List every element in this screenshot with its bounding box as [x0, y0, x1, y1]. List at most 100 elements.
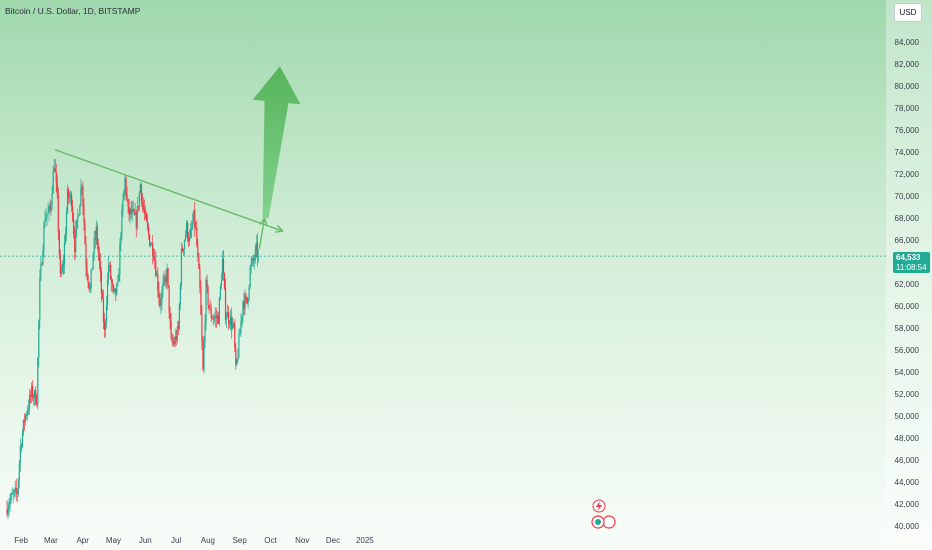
candle-body: [224, 288, 227, 320]
breakout-arrow[interactable]: [258, 217, 266, 249]
y-tick-label: 78,000: [895, 104, 920, 113]
x-tick-label: Apr: [76, 536, 89, 545]
candle-body: [248, 286, 250, 299]
projection-arrow[interactable]: [252, 66, 301, 219]
candle-body: [210, 309, 212, 318]
candle-body: [102, 298, 105, 323]
currency-button[interactable]: USD: [894, 3, 922, 22]
y-tick-label: 66,000: [895, 236, 920, 245]
candle-body: [123, 190, 125, 200]
candle-body: [141, 200, 144, 205]
candle-body: [125, 177, 127, 195]
candle-body: [62, 264, 65, 266]
candle-body: [172, 342, 174, 343]
candle-body: [17, 479, 19, 494]
last-price-value: 64,533: [896, 253, 921, 262]
candle-body: [120, 234, 122, 244]
candle-body: [217, 314, 219, 324]
candle-body: [122, 199, 124, 210]
candle-body: [121, 209, 123, 235]
candle-body: [205, 279, 207, 323]
y-tick-label: 70,000: [895, 192, 920, 201]
candle-body: [247, 298, 249, 304]
candle-body: [175, 336, 177, 341]
candle-body: [58, 231, 60, 256]
candle-body: [50, 203, 52, 211]
last-price-label: 64,533 11:08:54: [893, 252, 930, 273]
candle-body: [246, 296, 248, 304]
candle-body: [251, 258, 253, 264]
candle-body: [181, 248, 184, 252]
candle-body: [136, 206, 138, 228]
candle-body: [178, 303, 180, 329]
candle-body: [97, 244, 99, 254]
candle-body: [21, 432, 23, 447]
candle-body: [87, 275, 89, 283]
candle-body: [135, 212, 137, 228]
candle-body: [169, 312, 171, 321]
candle-body: [64, 233, 67, 244]
candle-body: [31, 386, 33, 397]
candle-body: [84, 223, 86, 245]
candle-body: [146, 221, 149, 227]
candle-body: [52, 170, 54, 194]
candle-body: [107, 265, 110, 280]
candle-body: [207, 287, 209, 306]
candle-body: [49, 206, 51, 211]
candle-body: [104, 320, 107, 330]
x-tick-label: Sep: [233, 536, 248, 545]
candle-body: [70, 194, 72, 198]
candle-body: [151, 243, 153, 245]
candle-body: [113, 285, 115, 292]
y-tick-label: 82,000: [895, 60, 920, 69]
y-tick-label: 48,000: [895, 434, 920, 443]
candle-body: [196, 227, 198, 246]
candle-body: [194, 210, 196, 228]
candle-body: [214, 315, 216, 319]
bolt-icon-glyph: [596, 501, 602, 511]
candle-body: [171, 337, 173, 343]
candle-body: [6, 509, 8, 514]
price-scale-background: [886, 0, 932, 550]
candle-body: [216, 314, 218, 319]
candle-body: [204, 322, 206, 342]
candle-body: [238, 334, 240, 358]
candle-body: [215, 315, 217, 319]
candle-body: [74, 234, 76, 253]
candle-body: [111, 278, 113, 283]
candle-body: [132, 209, 134, 211]
candle-body: [223, 273, 226, 289]
candle-body: [195, 227, 197, 229]
candle-body: [32, 386, 34, 398]
candles-layer: [6, 158, 259, 520]
candle-body: [150, 244, 152, 246]
candle-body: [157, 274, 159, 291]
candle-body: [100, 272, 102, 293]
candle-body: [91, 267, 93, 271]
y-tick-label: 80,000: [895, 82, 920, 91]
candle-body: [112, 282, 114, 286]
candle-body: [42, 250, 44, 265]
candle-body: [118, 274, 120, 282]
trendline[interactable]: [54, 149, 284, 232]
candle-body: [124, 177, 126, 191]
candle-body: [131, 209, 133, 215]
candle-body: [202, 341, 204, 370]
x-tick-label: Jul: [171, 536, 181, 545]
annotations-layer: [54, 66, 301, 249]
event-icons[interactable]: [591, 499, 616, 529]
candle-body: [76, 219, 78, 230]
candle-body: [166, 268, 168, 283]
candle-body: [159, 297, 161, 306]
candle-body: [20, 445, 22, 447]
candle-body: [212, 318, 214, 320]
candle-body: [67, 189, 70, 198]
arrow-head: [276, 225, 284, 232]
earnings-icon[interactable]: [602, 515, 616, 529]
candle-body: [54, 167, 56, 173]
candle-body: [173, 342, 175, 345]
candle-body: [156, 274, 158, 276]
candle-body: [244, 295, 246, 309]
